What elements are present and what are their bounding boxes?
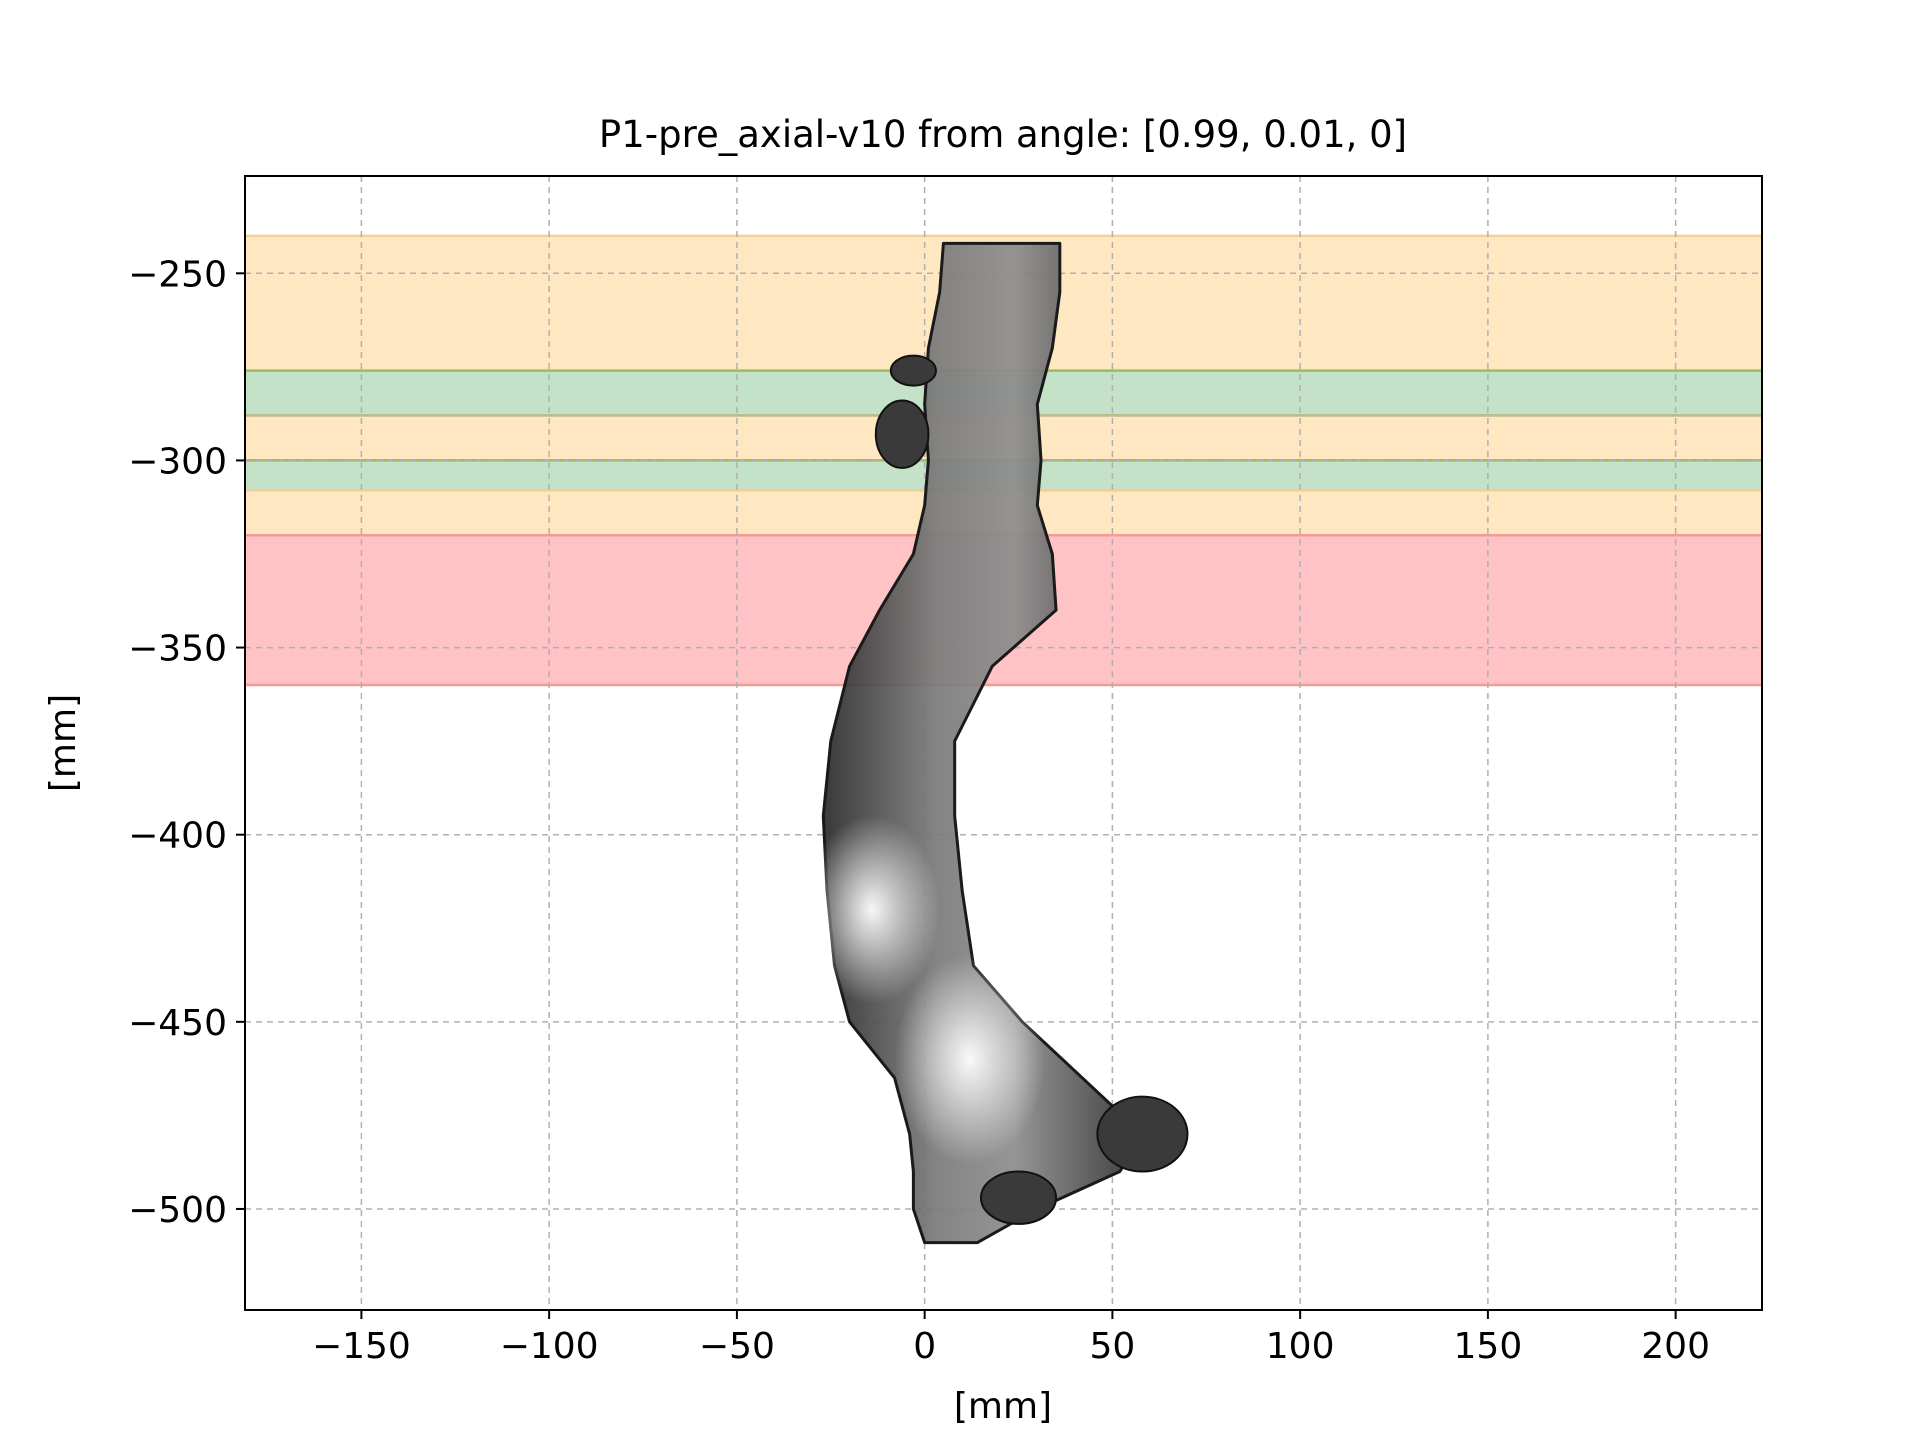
y-tick-label-5: −500 bbox=[128, 1190, 227, 1231]
chart-title: P1-pre_axial-v10 from angle: [0.99, 0.01… bbox=[599, 113, 1407, 156]
y-tick-label-0: −250 bbox=[128, 254, 227, 295]
shape-highlight-1 bbox=[894, 954, 1045, 1165]
x-tick-label-6: 150 bbox=[1454, 1326, 1523, 1367]
x-tick-label-4: 50 bbox=[1089, 1326, 1135, 1367]
shape-lobe-0 bbox=[889, 354, 937, 387]
x-axis-label: [mm] bbox=[954, 1386, 1052, 1427]
x-tick-label-7: 200 bbox=[1641, 1326, 1710, 1367]
y-tick-label-4: −450 bbox=[128, 1003, 227, 1044]
y-tick-label-1: −300 bbox=[128, 441, 227, 482]
y-tick-label-2: −350 bbox=[128, 629, 227, 670]
x-tick-label-5: 100 bbox=[1266, 1326, 1335, 1367]
x-tick-label-2: −50 bbox=[699, 1326, 775, 1367]
y-axis-ticks: −250 −300 −350 −400 −450 −500 bbox=[128, 254, 245, 1231]
shape-highlight-0 bbox=[804, 814, 940, 1005]
y-axis-label: [mm] bbox=[43, 694, 84, 792]
point-cloud-shape bbox=[804, 241, 1189, 1245]
x-tick-label-3: 0 bbox=[913, 1326, 936, 1367]
shape-lobe-1 bbox=[874, 399, 930, 469]
y-tick-label-3: −400 bbox=[128, 816, 227, 857]
plot-frame bbox=[244, 175, 1763, 1311]
x-tick-label-0: −150 bbox=[312, 1326, 411, 1367]
shape-lobe-2 bbox=[1096, 1095, 1189, 1173]
x-axis-ticks: −150 −100 −50 0 50 100 150 200 bbox=[312, 1310, 1710, 1367]
x-tick-label-1: −100 bbox=[500, 1326, 599, 1367]
shape-lobe-3 bbox=[979, 1170, 1058, 1225]
